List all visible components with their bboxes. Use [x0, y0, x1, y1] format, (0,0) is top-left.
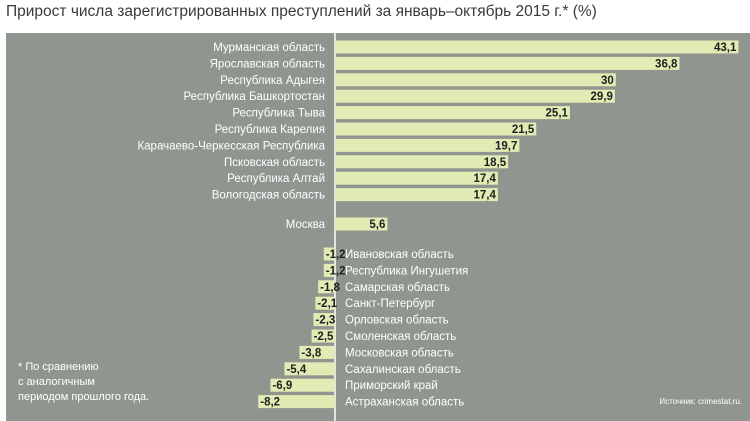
bar: [335, 171, 498, 185]
bar-value-label: -3,8: [301, 347, 321, 359]
footnote: * По сравнению с аналогичным периодом пр…: [18, 360, 188, 405]
category-label: Ярославская область: [210, 58, 325, 70]
footnote-line: периодом прошлого года.: [18, 391, 150, 403]
bar: [299, 345, 335, 359]
bar-value-label: 17,4: [473, 190, 496, 202]
bar: [335, 40, 739, 54]
bar-value-label: -2,3: [315, 315, 335, 327]
bar: [258, 395, 335, 409]
category-label: Сахалинская область: [345, 364, 461, 376]
bar: [284, 362, 335, 376]
category-label: Республика Тыва: [232, 108, 325, 120]
category-label: Республика Карелия: [215, 124, 325, 136]
bar-value-label: -6,9: [272, 380, 292, 392]
footnote-line: с аналогичным: [18, 376, 95, 388]
bar: [313, 313, 335, 327]
bar-value-label: -2,1: [317, 298, 337, 310]
bar: [270, 378, 335, 392]
bar-value-label: -1,2: [326, 249, 346, 261]
bar-value-label: -8,2: [260, 397, 280, 409]
bar-value-label: -1,8: [320, 282, 340, 294]
bar-value-label: 18,5: [484, 157, 507, 169]
bar: [315, 296, 335, 310]
category-label: Республика Ингушетия: [345, 265, 468, 277]
bar-value-label: -2,5: [314, 331, 334, 343]
bar: [323, 247, 335, 261]
bar: [335, 138, 520, 152]
category-label: Московская область: [345, 347, 454, 359]
bar: [335, 73, 616, 87]
category-label: Мурманская область: [213, 42, 325, 54]
bar-value-label: 17,4: [473, 173, 496, 185]
category-label: Республика Адыгея: [220, 75, 325, 87]
bar-value-label: 36,8: [655, 58, 678, 70]
category-label: Псковская область: [224, 157, 325, 169]
bar: [335, 188, 498, 202]
footnote-line: * По сравнению: [18, 361, 99, 373]
bar-value-label: 43,1: [714, 42, 737, 54]
chart-title: Прирост числа зарегистрированных преступ…: [6, 3, 597, 20]
bar-value-label: -1,2: [326, 265, 346, 277]
category-label: Санкт-Петербург: [345, 298, 435, 310]
chart-svg: 43,1 Мурманская область 36,8 Ярославская об…: [137, 33, 739, 421]
bar: [311, 329, 335, 343]
category-label: Приморский край: [345, 380, 438, 392]
bar-value-label: 30: [601, 75, 614, 87]
category-label: Смоленская область: [345, 331, 456, 343]
bar-value-label: -5,4: [286, 364, 306, 376]
bar: [318, 280, 335, 294]
bar: [335, 106, 570, 120]
category-label: Республика Алтай: [227, 173, 325, 185]
bar-value-label: 25,1: [546, 108, 569, 120]
category-label: Карачаево-Черкесская Республика: [137, 140, 325, 152]
category-label: Ивановская область: [345, 249, 454, 261]
bar: [335, 56, 680, 70]
bar-value-label: 21,5: [512, 124, 535, 136]
category-label: Самарская область: [345, 282, 450, 294]
bar: [323, 263, 335, 277]
category-label: Астраханская область: [345, 397, 464, 409]
bar-value-label: 5,6: [369, 219, 385, 231]
category-label: Республика Башкортостан: [183, 91, 325, 103]
bar: [335, 155, 509, 169]
bar: [335, 217, 388, 231]
category-label: Москва: [286, 219, 326, 231]
chart-plot-area: 43,1 Мурманская область 36,8 Ярославская об…: [6, 33, 750, 421]
source-note: Источник: crimestat.ru.: [659, 397, 742, 406]
bar-value-label: 29,9: [590, 91, 612, 103]
bar: [335, 122, 537, 136]
bar: [335, 89, 615, 103]
category-label: Орловская область: [345, 315, 449, 327]
category-label: Вологодская область: [212, 190, 325, 202]
bar-value-label: 19,7: [495, 140, 517, 152]
